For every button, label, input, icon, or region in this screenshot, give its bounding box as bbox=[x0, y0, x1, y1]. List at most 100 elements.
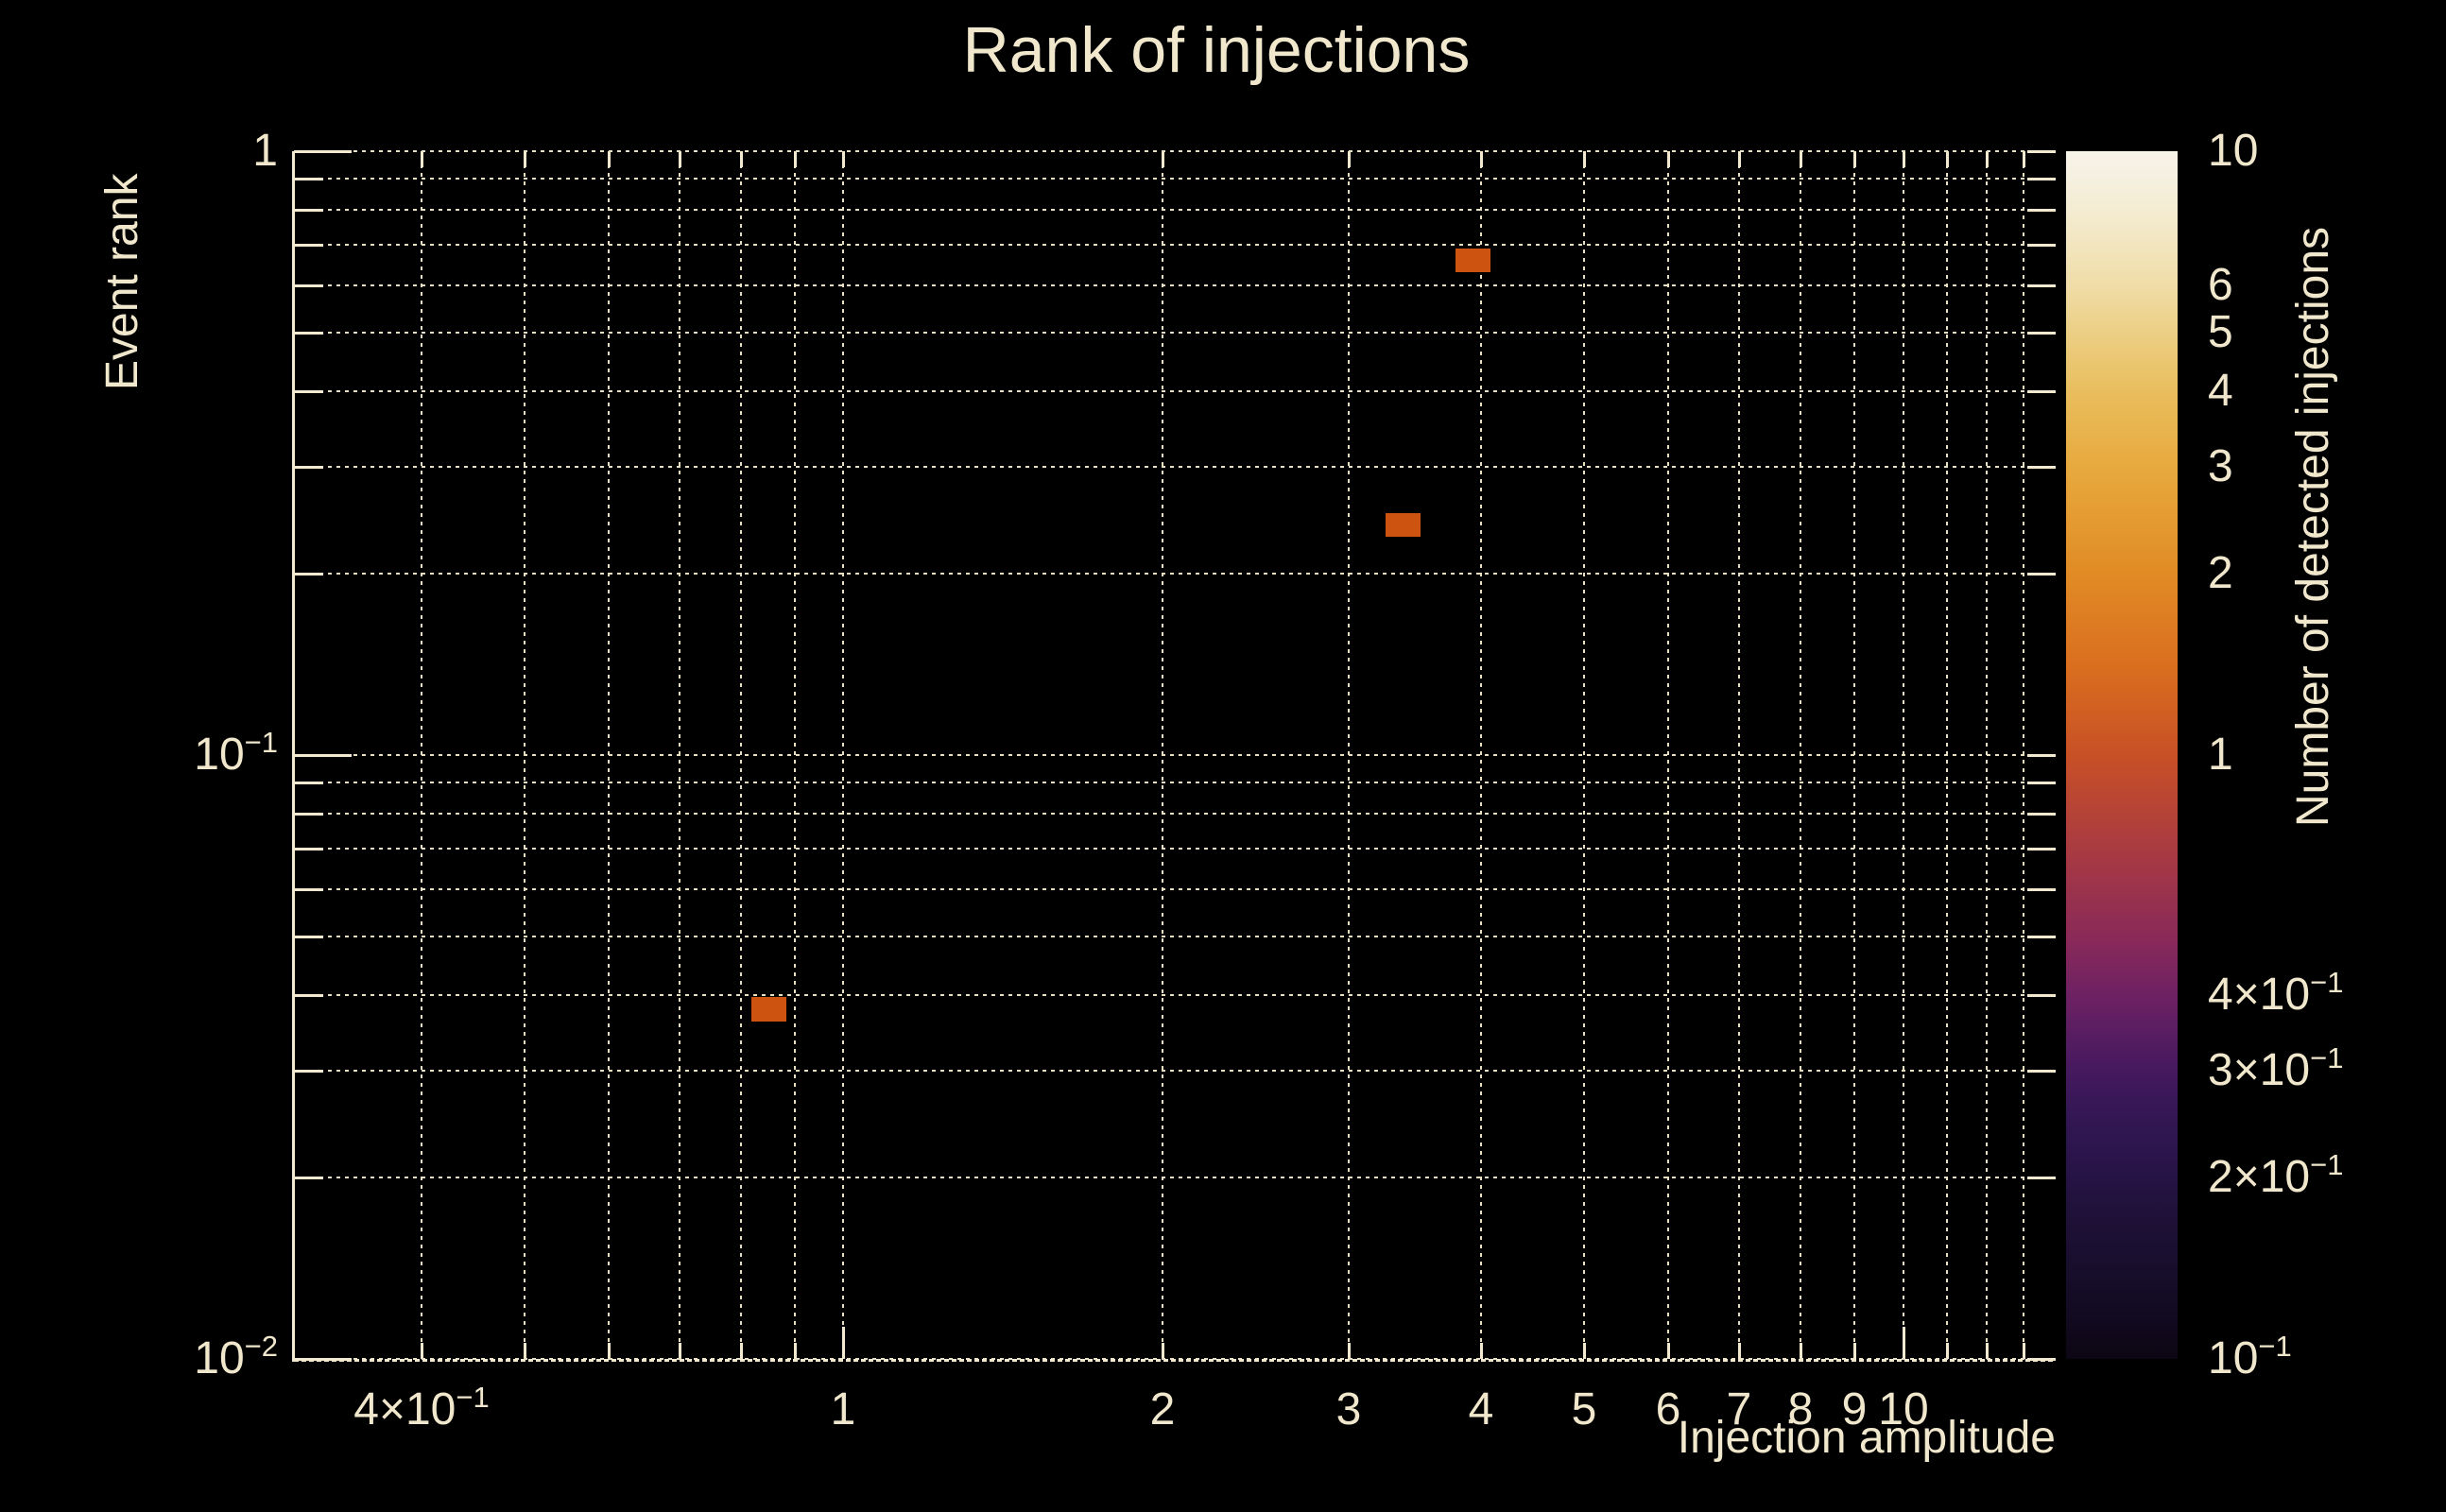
x-axis-tick-mirror bbox=[1162, 151, 1164, 167]
x-axis-tick-mirror bbox=[2023, 151, 2025, 167]
x-axis-tick-mirror bbox=[1986, 151, 1989, 167]
x-axis-tick bbox=[2023, 1343, 2025, 1359]
colorbar bbox=[2066, 151, 2178, 1359]
y-axis-tick-mirror bbox=[2027, 284, 2056, 287]
gridline-horizontal bbox=[294, 888, 2056, 890]
y-axis-title: Event rank bbox=[97, 173, 147, 390]
chart-title: Rank of injections bbox=[962, 14, 1471, 86]
exponent: −1 bbox=[2310, 966, 2344, 999]
x-axis-tick-mirror bbox=[1946, 151, 1949, 167]
gridline-horizontal bbox=[294, 178, 2056, 180]
x-axis-tick-mirror bbox=[1348, 151, 1351, 167]
x-axis-tick-mirror bbox=[679, 151, 681, 167]
y-axis-tick bbox=[295, 994, 323, 997]
gridline-horizontal bbox=[294, 466, 2056, 468]
x-tick-label: 2 bbox=[1149, 1384, 1176, 1435]
y-axis-tick-mirror bbox=[2027, 1070, 2056, 1073]
y-axis-tick-mirror bbox=[2027, 848, 2056, 850]
gridline-horizontal bbox=[294, 573, 2056, 575]
x-axis-tick bbox=[1946, 1343, 1949, 1359]
colorbar-tick-label: 10 bbox=[2208, 126, 2259, 176]
y-axis-tick bbox=[295, 1070, 323, 1073]
gridline-horizontal bbox=[294, 813, 2056, 815]
gridline-horizontal bbox=[294, 754, 2056, 756]
colorbar-tick-label: 10−1 bbox=[2208, 1330, 2292, 1383]
x-axis-tick-mirror bbox=[608, 151, 611, 167]
x-axis-tick bbox=[842, 1327, 845, 1359]
exponent: −1 bbox=[244, 726, 278, 759]
y-axis-tick bbox=[295, 782, 323, 784]
y-axis-tick bbox=[295, 1177, 323, 1179]
exponent: −1 bbox=[2310, 1148, 2344, 1181]
colorbar-tick-label: 4×10−1 bbox=[2208, 966, 2344, 1020]
gridline-horizontal bbox=[294, 150, 2056, 152]
x-axis-tick-mirror bbox=[524, 151, 526, 167]
x-axis-tick-mirror bbox=[1903, 151, 1905, 167]
y-axis-tick-mirror bbox=[2027, 813, 2056, 816]
y-axis-tick bbox=[295, 209, 323, 212]
y-axis-tick bbox=[295, 178, 323, 180]
x-axis-tick bbox=[794, 1343, 797, 1359]
x-tick-label: 7 bbox=[1726, 1384, 1752, 1435]
gridline-horizontal bbox=[294, 782, 2056, 783]
gridline-horizontal bbox=[294, 332, 2056, 334]
colorbar-tick-label: 4 bbox=[2208, 366, 2233, 416]
x-tick-label: 4×10−1 bbox=[353, 1381, 490, 1435]
y-axis-tick-mirror bbox=[2027, 573, 2056, 576]
y-axis-tick-mirror bbox=[2027, 782, 2056, 784]
exponent: −2 bbox=[244, 1330, 278, 1363]
y-axis-tick bbox=[295, 244, 323, 247]
y-axis-tick-mirror bbox=[2027, 936, 2056, 938]
exponent: −1 bbox=[2258, 1330, 2292, 1363]
y-tick-label: 1 bbox=[252, 126, 278, 176]
heatmap-cell bbox=[1386, 513, 1421, 537]
colorbar-tick-label: 2×10−1 bbox=[2208, 1148, 2344, 1202]
y-axis-tick bbox=[295, 466, 323, 469]
x-axis-tick bbox=[1903, 1327, 1905, 1359]
y-axis-tick-mirror bbox=[2027, 244, 2056, 247]
x-axis-tick bbox=[679, 1343, 681, 1359]
x-axis-tick bbox=[740, 1343, 743, 1359]
y-axis-line bbox=[292, 151, 295, 1362]
y-axis-tick-mirror bbox=[2027, 994, 2056, 997]
y-axis-tick bbox=[295, 813, 323, 816]
heatmap-cell bbox=[751, 997, 786, 1022]
colorbar-tick-label: 3 bbox=[2208, 441, 2233, 491]
gridline-horizontal bbox=[294, 994, 2056, 996]
y-axis-tick bbox=[295, 390, 323, 393]
gridline-horizontal bbox=[294, 390, 2056, 392]
x-axis-tick bbox=[421, 1343, 423, 1359]
gridline-horizontal bbox=[294, 1070, 2056, 1072]
x-axis-tick bbox=[608, 1343, 611, 1359]
x-axis-tick bbox=[1348, 1343, 1351, 1359]
y-axis-tick bbox=[295, 936, 323, 938]
colorbar-tick-label: 2 bbox=[2208, 548, 2233, 598]
x-axis-tick bbox=[1853, 1343, 1856, 1359]
y-axis-tick bbox=[295, 754, 352, 757]
y-axis-tick bbox=[295, 284, 323, 287]
x-axis-tick bbox=[1800, 1343, 1802, 1359]
x-axis-tick bbox=[1162, 1343, 1164, 1359]
colorbar-tick-label: 3×10−1 bbox=[2208, 1041, 2344, 1095]
x-axis-tick bbox=[1738, 1343, 1741, 1359]
x-tick-label: 6 bbox=[1655, 1384, 1681, 1435]
colorbar-tick-label: 1 bbox=[2208, 730, 2233, 780]
x-tick-label: 4 bbox=[1468, 1384, 1494, 1435]
x-axis-tick-mirror bbox=[1738, 151, 1741, 167]
y-axis-tick-mirror bbox=[2027, 150, 2056, 153]
gridline-horizontal bbox=[294, 209, 2056, 211]
x-axis-tick-mirror bbox=[1480, 151, 1483, 167]
x-axis-tick-mirror bbox=[842, 151, 845, 167]
x-axis-tick-mirror bbox=[740, 151, 743, 167]
x-axis-tick-mirror bbox=[794, 151, 797, 167]
x-tick-label: 9 bbox=[1841, 1384, 1868, 1435]
x-tick-label: 10 bbox=[1878, 1384, 1929, 1435]
y-axis-tick-mirror bbox=[2027, 888, 2056, 891]
colorbar-tick-label: 5 bbox=[2208, 307, 2233, 357]
x-axis-tick-mirror bbox=[1667, 151, 1670, 167]
x-tick-label: 5 bbox=[1571, 1384, 1597, 1435]
y-tick-label: 10−1 bbox=[194, 726, 278, 780]
y-axis-tick bbox=[295, 888, 323, 891]
x-axis-tick bbox=[1583, 1343, 1586, 1359]
